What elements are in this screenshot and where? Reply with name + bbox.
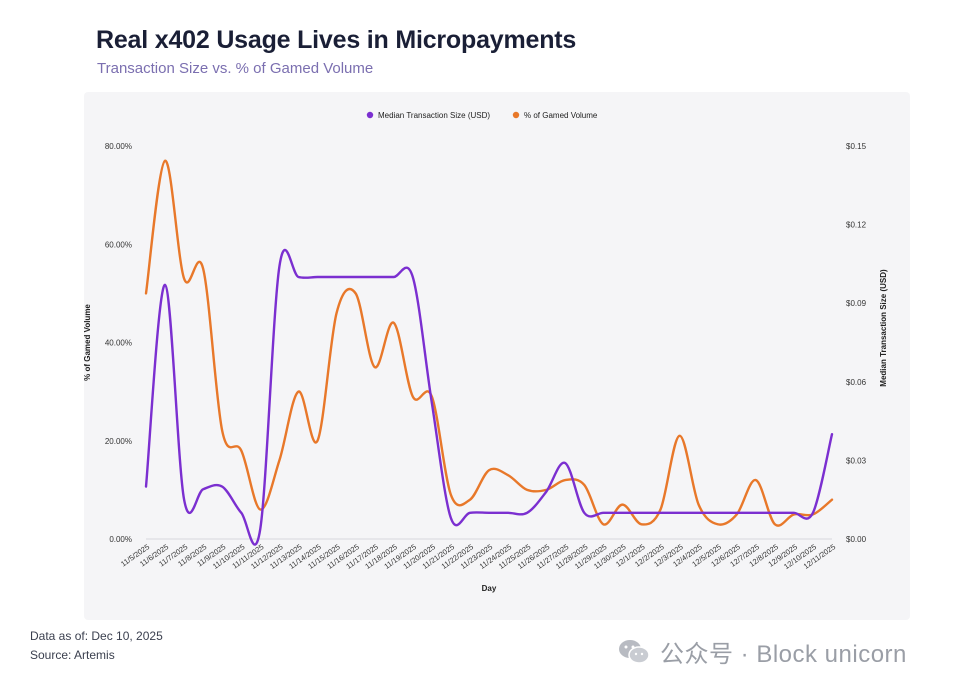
median-transaction-size-line [144, 248, 834, 546]
watermark: 公众号 · Block unicorn [618, 634, 907, 669]
chart-title: Real x402 Usage Lives in Micropayments [96, 26, 577, 54]
y-left-tick-label: 80.00% [105, 142, 132, 151]
y-left-tick-label: 40.00% [105, 339, 132, 348]
legend-label-gamed-volume: % of Gamed Volume [524, 111, 598, 120]
y-right-axis-title: Median Transaction Size (USD) [879, 269, 888, 387]
y-right-tick-label: $0.03 [846, 456, 867, 465]
legend-marker-median-transaction-size [366, 111, 374, 119]
chart-subtitle: Transaction Size vs. % of Gamed Volume [97, 60, 374, 77]
y-right-tick-label: $0.00 [846, 535, 867, 544]
wechat-icon [619, 639, 650, 664]
y-left-tick-label: 0.00% [109, 535, 132, 544]
y-right-tick-label: $0.09 [846, 299, 867, 308]
y-left-axis-title: % of Gamed Volume [84, 304, 92, 381]
chart-panel: 0.00% 20.00% 40.00% 60.00% 80.00% $0.00 $0.03 $… [84, 92, 910, 620]
legend-label-median-transaction-size: Median Transaction Size (USD) [378, 111, 490, 120]
line-chart: 0.00% 20.00% 40.00% 60.00% 80.00% $0.00 $0.03 $… [84, 111, 888, 593]
gamed-volume-line [144, 159, 834, 527]
y-left-tick-label: 60.00% [105, 240, 132, 249]
y-right-tick-label: $0.15 [846, 142, 867, 151]
source-note: Source: Artemis [30, 648, 115, 662]
x-axis-title: Day [482, 584, 497, 593]
y-left-tick-label: 20.00% [105, 437, 132, 446]
watermark-text: 公众号 · Block unicorn [660, 641, 907, 668]
y-right-tick-label: $0.12 [846, 221, 867, 230]
data-as-of-note: Data as of: Dec 10, 2025 [30, 629, 163, 643]
legend-marker-gamed-volume [512, 111, 520, 119]
y-right-tick-label: $0.06 [846, 378, 867, 387]
